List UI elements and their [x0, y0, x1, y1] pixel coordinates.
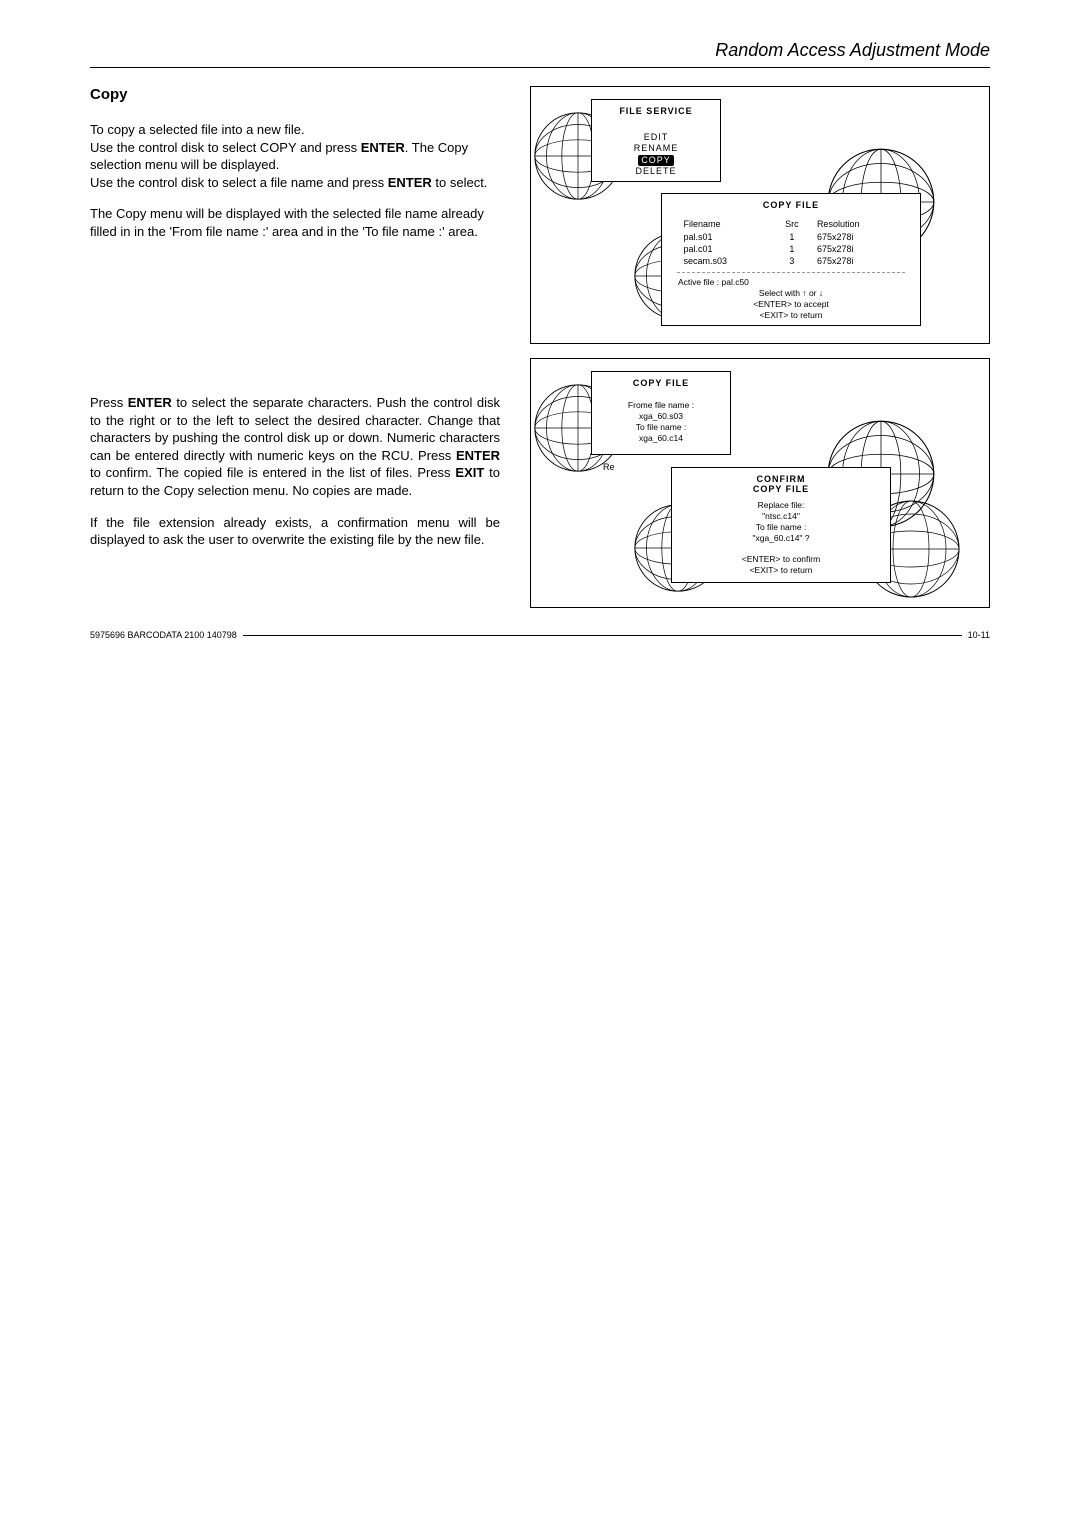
menu-title: FILE SERVICE	[592, 106, 720, 116]
partial-text: Re	[603, 462, 615, 472]
p1a: To copy a selected file into a new file.	[90, 122, 305, 137]
help-line: <EXIT> to return	[672, 565, 890, 576]
table-row: pal.c01 1 675x278i	[679, 244, 902, 254]
right-column: FILE SERVICE EDIT RENAME COPY DELETE COP…	[530, 86, 990, 622]
help-line: Select with ↑ or ↓	[662, 288, 920, 299]
copy-file-list-menu: COPY FILE Filename Src Resolution pal.s0…	[661, 193, 921, 326]
p3b-post: to confirm. The copied file is entered i…	[90, 465, 412, 480]
p1b-bold: ENTER	[361, 140, 405, 155]
p3a-pre: Press	[90, 395, 128, 410]
paragraph-3: Press ENTER to select the separate chara…	[90, 394, 500, 499]
section-title: Copy	[90, 86, 500, 103]
footer-right: 10-11	[968, 630, 990, 640]
menu-title: COPY FILE	[662, 200, 920, 210]
paragraph-2: The Copy menu will be displayed with the…	[90, 205, 500, 240]
footer: 5975696 BARCODATA 2100 140798 10-11	[90, 630, 990, 640]
p1c-bold: ENTER	[388, 175, 432, 190]
copy-file-name-menu: COPY FILE Frome file name : xga_60.s03 T…	[591, 371, 731, 455]
left-column: Copy To copy a selected file into a new …	[90, 86, 500, 622]
menu-item: EDIT	[592, 132, 720, 143]
footer-rule	[243, 635, 962, 636]
confirm-copy-menu: CONFIRM COPY FILE Replace file: "ntsc.c1…	[671, 467, 891, 583]
col-resolution: Resolution	[813, 218, 903, 230]
diagram-panel-1: FILE SERVICE EDIT RENAME COPY DELETE COP…	[530, 86, 990, 344]
col-filename: Filename	[679, 218, 770, 230]
p1c-post: to select.	[432, 175, 488, 190]
table-row: pal.s01 1 675x278i	[679, 232, 902, 242]
line: To file name :	[672, 522, 890, 533]
p1c-pre: Use the control disk to select a file na…	[90, 175, 388, 190]
footer-left: 5975696 BARCODATA 2100 140798	[90, 630, 237, 640]
line: To file name :	[592, 422, 730, 433]
active-file-line: Active file : pal.c50	[662, 277, 920, 288]
help-line: <ENTER> to accept	[662, 299, 920, 310]
arrow-down-icon: ↓	[819, 288, 823, 298]
p1b-pre: Use the control disk to select COPY and …	[90, 140, 361, 155]
p4: If the file extension already exists, a …	[90, 515, 500, 548]
diagram-panel-2: COPY FILE Frome file name : xga_60.s03 T…	[530, 358, 990, 608]
p3b-bold: ENTER	[456, 448, 500, 463]
help-line: <ENTER> to confirm	[672, 554, 890, 565]
line: xga_60.c14	[592, 433, 730, 444]
table-header: Filename Src Resolution	[679, 218, 902, 230]
menu-item-selected: COPY	[638, 155, 674, 166]
line: xga_60.s03	[592, 411, 730, 422]
page: Random Access Adjustment Mode Copy To co…	[0, 0, 1080, 680]
line: "xga_60.c14" ?	[672, 533, 890, 544]
menu-title: CONFIRM	[672, 474, 890, 484]
paragraph-4: If the file extension already exists, a …	[90, 514, 500, 549]
line: Frome file name :	[592, 400, 730, 411]
header-title: Random Access Adjustment Mode	[90, 40, 990, 61]
content-row: Copy To copy a selected file into a new …	[90, 86, 990, 622]
paragraph-1: To copy a selected file into a new file.…	[90, 121, 500, 191]
spacer	[90, 254, 500, 394]
file-table: Filename Src Resolution pal.s01 1 675x27…	[677, 216, 904, 268]
line: "ntsc.c14"	[672, 511, 890, 522]
p3c-pre: Press	[417, 465, 455, 480]
p3a-bold: ENTER	[128, 395, 172, 410]
p3c-bold: EXIT	[455, 465, 484, 480]
line: Replace file:	[672, 500, 890, 511]
table-row: secam.s03 3 675x278i	[679, 256, 902, 266]
menu-title: COPY FILE	[592, 378, 730, 388]
menu-subtitle: COPY FILE	[672, 484, 890, 494]
header-rule	[90, 67, 990, 68]
p2: The Copy menu will be displayed with the…	[90, 206, 484, 239]
p3b-pre: Press	[418, 448, 456, 463]
help-line: <EXIT> to return	[662, 310, 920, 321]
menu-item: RENAME	[592, 143, 720, 154]
divider	[677, 272, 904, 273]
menu-item: DELETE	[592, 166, 720, 177]
file-service-menu: FILE SERVICE EDIT RENAME COPY DELETE	[591, 99, 721, 182]
col-src: Src	[773, 218, 811, 230]
